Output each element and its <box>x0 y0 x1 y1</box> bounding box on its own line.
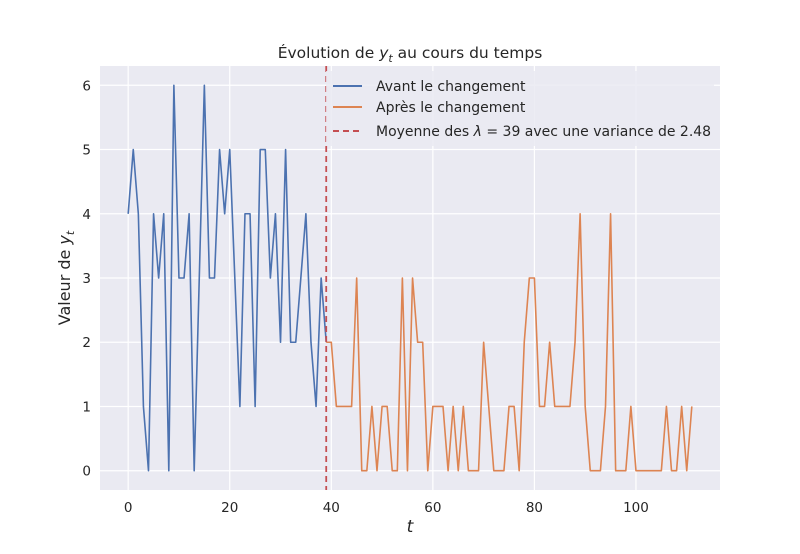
series-line-0 <box>127 84 328 472</box>
x-tick-label: 60 <box>424 500 441 516</box>
chart-title: Évolution de yt au cours du temps <box>278 43 543 65</box>
y-tick-label: 2 <box>82 335 91 351</box>
series-line-1 <box>326 212 693 472</box>
legend-label-before: Avant le changement <box>376 79 526 95</box>
y-tick-label: 4 <box>82 207 91 223</box>
y-axis-label: Valeur de yt <box>55 230 77 325</box>
x-tick-label: 20 <box>221 500 238 516</box>
x-axis-label: t <box>407 517 415 537</box>
x-tick-label: 80 <box>526 500 543 516</box>
title-variable: y <box>378 44 389 62</box>
y-label-subscript: t <box>64 230 77 235</box>
y-tick-label: 3 <box>82 271 91 287</box>
y-label-variable: y <box>55 235 74 246</box>
title-suffix: au cours du temps <box>393 44 543 62</box>
x-tick-label: 40 <box>323 500 340 516</box>
y-label-prefix: Valeur de <box>55 245 74 326</box>
x-tick-label: 100 <box>623 500 649 516</box>
legend-mean-prefix: Moyenne des <box>376 124 474 140</box>
legend-label-changepoint: Moyenne des λ = 39 avec une variance de … <box>376 124 711 140</box>
title-subscript: t <box>388 52 393 65</box>
x-tick-label: 0 <box>124 500 133 516</box>
y-tick-label: 0 <box>82 464 91 480</box>
legend-box <box>326 71 714 146</box>
series-group <box>127 84 693 472</box>
tick-labels: 0 20 40 60 80 100 0 1 2 3 4 5 6 <box>82 78 648 516</box>
legend: Avant le changement Après le changement … <box>326 71 714 146</box>
legend-label-after: Après le changement <box>376 100 526 116</box>
y-tick-label: 6 <box>82 78 91 94</box>
title-prefix: Évolution de <box>278 43 380 62</box>
y-tick-label: 1 <box>82 399 91 415</box>
legend-mean-suffix: = 39 avec une variance de 2.48 <box>482 124 711 140</box>
legend-lambda: λ <box>473 124 482 140</box>
y-tick-label: 5 <box>82 143 91 159</box>
